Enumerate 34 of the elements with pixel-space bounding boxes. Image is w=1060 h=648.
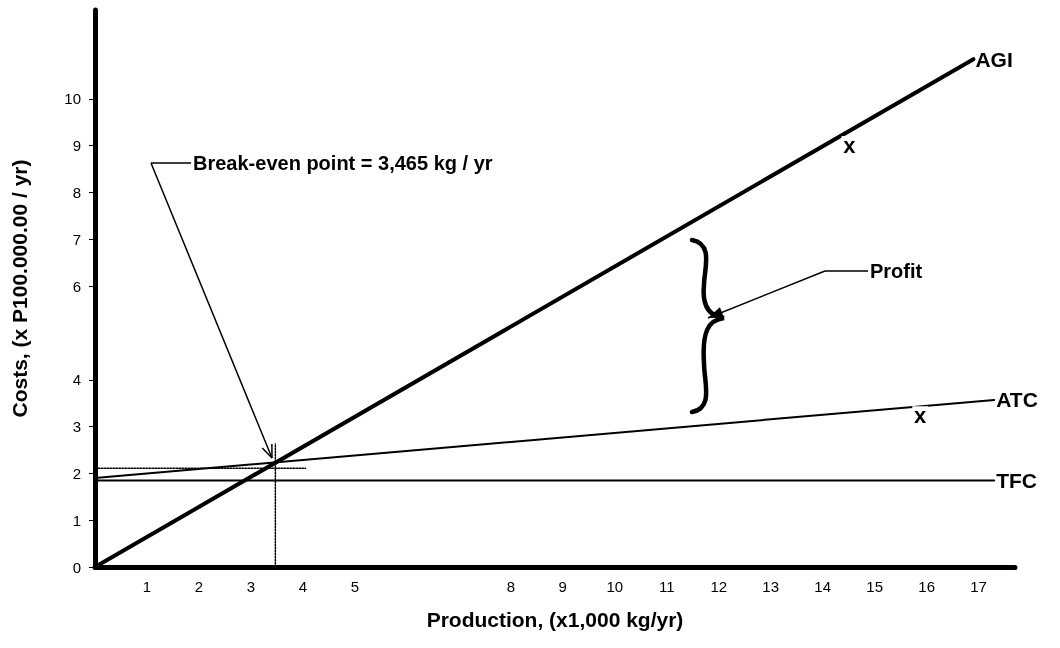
x-tick-label: 8 bbox=[506, 578, 515, 595]
x-tick-label: 11 bbox=[658, 578, 675, 595]
x-tick-label: 4 bbox=[298, 578, 308, 595]
x-tick-label: 9 bbox=[558, 578, 567, 595]
annotation: x bbox=[914, 402, 928, 428]
x-axis-title: Production, (x1,000 kg/yr) bbox=[426, 608, 684, 631]
x-tick-label: 15 bbox=[866, 578, 883, 595]
y-axis-title: Costs, (x P100.000.00 / yr) bbox=[8, 159, 31, 418]
x-tick-label: 17 bbox=[970, 578, 987, 595]
x-tick-label: 14 bbox=[814, 578, 832, 595]
x-tick-label: 16 bbox=[918, 578, 935, 595]
y-tick-label: 6 bbox=[72, 277, 81, 295]
x-tick-label: 1 bbox=[142, 578, 152, 595]
y-tick-label: 7 bbox=[72, 230, 81, 248]
y-tick-label: 4 bbox=[72, 371, 81, 389]
x-tick-label: 3 bbox=[246, 578, 256, 595]
annotation: Break-even point = 3,465 kg / yr bbox=[193, 152, 493, 174]
y-tick-label: 0 bbox=[72, 558, 81, 576]
y-tick-label: 1 bbox=[72, 511, 81, 529]
y-tick-label: 8 bbox=[72, 184, 81, 202]
x-tick-label: 10 bbox=[606, 578, 624, 595]
x-tick-label: 13 bbox=[762, 578, 780, 595]
series-label: AGI bbox=[975, 47, 1013, 71]
y-tick-label: 2 bbox=[72, 464, 81, 482]
x-tick-label: 5 bbox=[350, 578, 360, 595]
y-tick-label: 9 bbox=[72, 137, 81, 155]
y-tick-label: 10 bbox=[64, 90, 81, 108]
series-label: TFC bbox=[996, 468, 1038, 492]
annotation: x bbox=[843, 132, 857, 158]
x-tick-label: 12 bbox=[710, 578, 728, 595]
series-label: ATC bbox=[996, 388, 1038, 412]
x-tick-label: 2 bbox=[194, 578, 204, 595]
annotation: Profit bbox=[870, 260, 923, 282]
y-tick-label: 3 bbox=[72, 418, 81, 436]
